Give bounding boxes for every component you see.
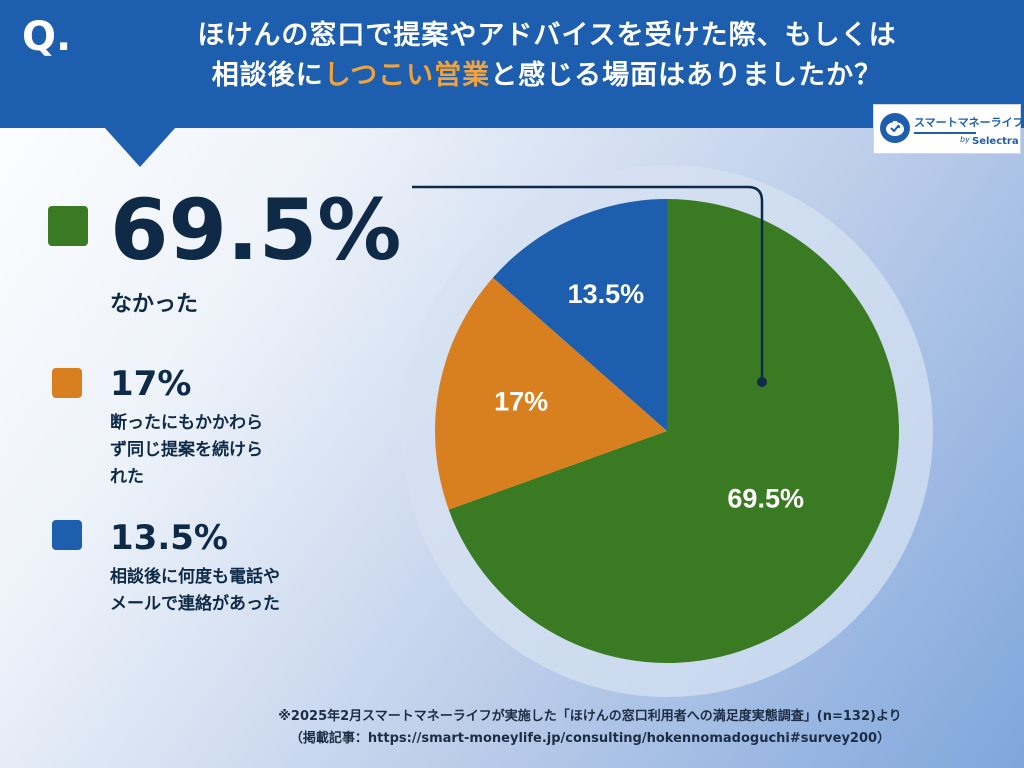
- legend-label-repeated: 断ったにもかかわら ず同じ提案を続けら れた: [110, 410, 263, 491]
- legend-swatch-orange: [52, 368, 82, 398]
- pie-slice-contacted: [492, 199, 667, 431]
- legend-label-no: なかった: [110, 292, 199, 317]
- legend-swatch-green: [48, 206, 88, 246]
- legend-label-contacted-line: メールで連絡があった: [110, 594, 280, 614]
- pie-slice-repeated: [435, 277, 667, 510]
- logo-divider: [914, 132, 976, 134]
- header-notch: [104, 127, 176, 167]
- legend-label-repeated-line: れた: [110, 467, 144, 487]
- footnote-line-1: ※2025年2月スマートマネーライフが実施した「ほけんの窓口利用者への満足度実態…: [278, 709, 902, 724]
- title-line-1: ほけんの窓口で提案やアドバイスを受けた際、もしくは: [197, 20, 897, 51]
- callout-line: [412, 185, 764, 382]
- title-highlight: しつこい営業: [323, 60, 491, 91]
- logo-by-text: by: [960, 135, 970, 144]
- logo-main-text: スマートマネーライフ: [914, 116, 1024, 129]
- footnote: ※2025年2月スマートマネーライフが実施した「ほけんの窓口利用者への満足度実態…: [160, 706, 1020, 750]
- legend-label-contacted-line: 相談後に何度も電話や: [110, 567, 280, 587]
- pie-slice-label: 17%: [494, 386, 548, 416]
- title-line-2: 相談後にしつこい営業と感じる場面はありましたか？: [82, 56, 1012, 96]
- header-banner: [0, 0, 1024, 128]
- legend-value-repeated: 17%: [110, 364, 192, 404]
- pie-slice-label: 69.5%: [727, 483, 804, 513]
- legend-label-repeated-line: 断ったにもかかわら: [110, 413, 263, 433]
- brand-logo: スマートマネーライフ by Selectra: [873, 104, 1024, 154]
- piggy-bank-icon: [880, 113, 910, 143]
- callout-dot: [757, 377, 767, 387]
- question-mark: Q.: [22, 14, 72, 60]
- title-line-2-post: と感じる場面はありましたか？: [490, 60, 883, 91]
- title-line-2-pre: 相談後に: [211, 60, 324, 91]
- legend-label-contacted: 相談後に何度も電話や メールで連絡があった: [110, 564, 280, 618]
- logo-sub-text: Selectra: [972, 136, 1019, 147]
- legend-value-no: 69.5%: [110, 181, 402, 279]
- legend-swatch-blue: [52, 520, 82, 550]
- page-title: ほけんの窓口で提案やアドバイスを受けた際、もしくは 相談後にしつこい営業と感じる…: [82, 16, 1012, 96]
- pie-slice-no: [448, 199, 899, 663]
- footnote-line-2: （掲載記事：https://smart-moneylife.jp/consult…: [289, 731, 891, 746]
- legend-value-contacted: 13.5%: [110, 518, 228, 558]
- pie-slice-label: 13.5%: [568, 279, 645, 309]
- legend-label-repeated-line: ず同じ提案を続けら: [110, 440, 263, 460]
